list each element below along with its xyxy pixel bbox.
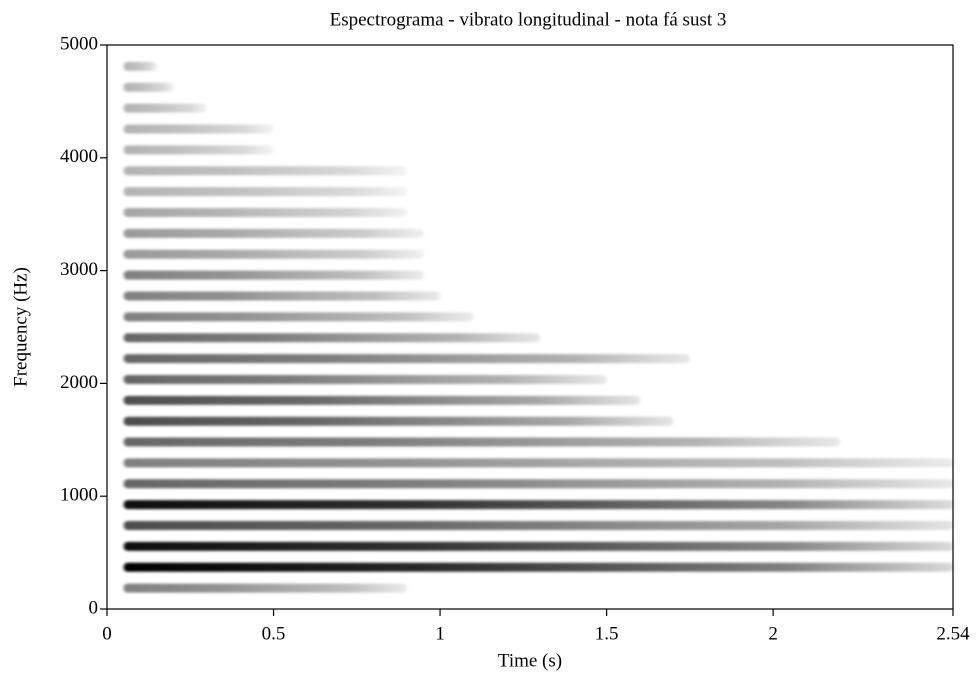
harmonic-band bbox=[123, 249, 424, 259]
harmonic-band bbox=[123, 521, 953, 531]
y-tick-label: 0 bbox=[89, 597, 99, 618]
harmonic-band bbox=[123, 270, 424, 280]
spectrogram bbox=[123, 61, 953, 593]
harmonic-band bbox=[123, 103, 207, 113]
harmonic-band bbox=[123, 437, 840, 447]
harmonic-band bbox=[123, 166, 407, 176]
harmonic-band bbox=[123, 416, 674, 426]
y-axis-label: Frequency (Hz) bbox=[10, 267, 31, 387]
harmonic-band bbox=[123, 479, 953, 489]
y-tick-label: 2000 bbox=[60, 372, 98, 393]
harmonic-band bbox=[123, 354, 690, 364]
y-tick-label: 4000 bbox=[60, 146, 98, 167]
harmonic-band bbox=[123, 291, 441, 301]
harmonic-band bbox=[123, 562, 953, 572]
harmonic-band bbox=[123, 458, 953, 468]
harmonic-band bbox=[123, 333, 540, 343]
y-tick-label: 3000 bbox=[60, 259, 98, 280]
harmonic-band bbox=[123, 583, 407, 593]
chart-title: Espectrograma - vibrato longitudinal - n… bbox=[330, 9, 727, 30]
harmonic-band bbox=[123, 208, 407, 218]
harmonic-band bbox=[123, 61, 157, 71]
harmonic-band bbox=[123, 145, 274, 155]
harmonic-band bbox=[123, 187, 407, 197]
y-tick-label: 5000 bbox=[60, 33, 98, 54]
harmonic-band bbox=[123, 124, 274, 134]
harmonic-band bbox=[123, 395, 640, 405]
x-tick-label: 2.54 bbox=[936, 623, 970, 644]
x-axis-label: Time (s) bbox=[498, 650, 562, 671]
x-tick-label: 0.5 bbox=[262, 623, 286, 644]
x-tick-label: 2 bbox=[768, 623, 778, 644]
x-tick-label: 0 bbox=[102, 623, 112, 644]
x-tick-label: 1.5 bbox=[595, 623, 619, 644]
harmonic-band bbox=[123, 374, 607, 384]
harmonic-band bbox=[123, 82, 174, 92]
plot-frame bbox=[106, 44, 954, 610]
x-tick-label: 1 bbox=[435, 623, 445, 644]
harmonic-band bbox=[123, 541, 953, 551]
harmonic-band bbox=[123, 228, 424, 238]
harmonic-band bbox=[123, 312, 474, 322]
y-tick-label: 1000 bbox=[60, 485, 98, 506]
harmonic-band bbox=[123, 500, 953, 510]
